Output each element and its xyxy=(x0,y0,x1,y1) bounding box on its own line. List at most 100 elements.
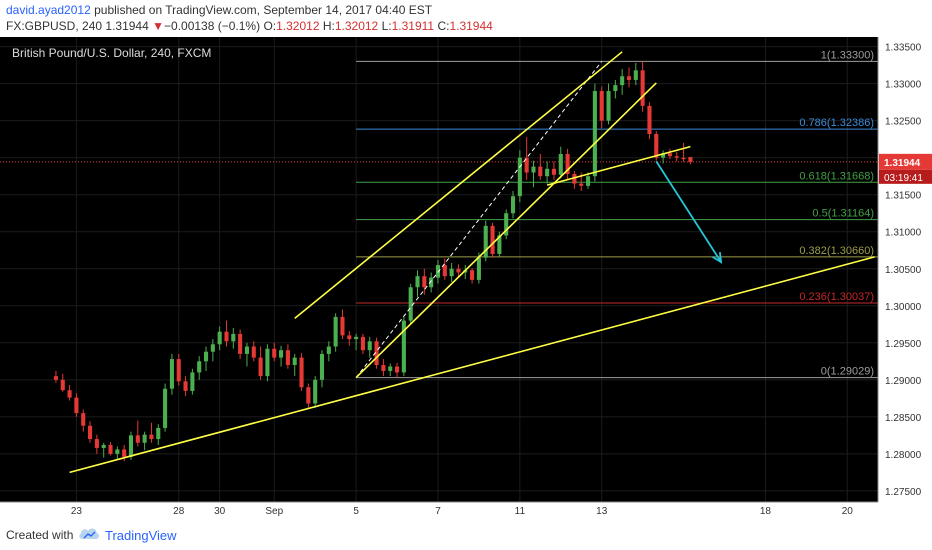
chart-header: david.ayad2012 published on TradingView.… xyxy=(0,0,932,36)
candle-down xyxy=(60,379,65,391)
x-tick-label: 5 xyxy=(353,506,359,517)
tradingview-link[interactable]: TradingView xyxy=(105,528,177,543)
candle-down xyxy=(224,331,229,342)
y-tick-label: 1.28000 xyxy=(885,450,922,461)
tradingview-cloud-icon xyxy=(78,526,100,543)
candle-down xyxy=(258,357,263,377)
countdown-badge-bg xyxy=(879,169,932,184)
candle-up xyxy=(265,348,270,377)
fib-label: 0.618(1.31668) xyxy=(799,170,874,182)
chart-area[interactable]: 1(1.33300) 0.786(1.32386) 0.618(1.31668) 0.… xyxy=(0,37,932,518)
candlestick-chart[interactable]: 1(1.33300) 0.786(1.32386) 0.618(1.31668) 0.… xyxy=(0,37,932,518)
projection-arrow-head-icon xyxy=(712,252,723,264)
candle-up xyxy=(483,225,488,258)
candle-down xyxy=(381,365,386,371)
candle-down xyxy=(94,439,99,448)
candle-up xyxy=(231,333,236,342)
candle-up xyxy=(142,434,147,443)
candle-down xyxy=(422,276,427,288)
candle-up xyxy=(163,388,168,428)
candle-down xyxy=(272,348,277,358)
footer: Created with TradingView xyxy=(0,518,932,550)
candle-down xyxy=(347,335,352,340)
candle-up xyxy=(545,168,550,177)
candle-down xyxy=(251,346,256,358)
ohlc-line: FX:GBPUSD, 240 1.31944 ▼−0.00138 (−0.1%)… xyxy=(6,19,493,33)
candle-down xyxy=(340,316,345,336)
candle-down xyxy=(470,270,475,280)
candle-up xyxy=(217,331,222,345)
x-tick-label: 28 xyxy=(173,506,185,517)
candle-down xyxy=(674,156,679,158)
candle-up xyxy=(210,344,215,352)
trendlines xyxy=(69,51,875,474)
candle-down xyxy=(67,390,72,398)
y-tick-label: 1.29500 xyxy=(885,339,922,350)
fib-label: 1(1.33300) xyxy=(821,49,874,61)
change-value: −0.00138 (−0.1%) xyxy=(164,19,261,33)
candle-up xyxy=(408,287,413,321)
candle-down xyxy=(74,397,79,414)
candle-down xyxy=(306,387,311,404)
candle-up xyxy=(203,351,209,362)
candle-down xyxy=(81,413,86,426)
candle-up xyxy=(435,265,441,278)
candle-up xyxy=(449,268,454,277)
candle-down xyxy=(647,105,652,134)
last-price-badge-bg xyxy=(879,153,932,170)
candle-down xyxy=(122,449,127,457)
candle-down xyxy=(374,341,379,366)
low-value: 1.31911 xyxy=(391,19,435,33)
candle-down xyxy=(572,173,577,184)
x-tick-label: 30 xyxy=(214,506,226,517)
last-price-badge: 1.31944 03:19:41 xyxy=(879,153,932,184)
candle-up xyxy=(388,366,393,371)
candle-up xyxy=(169,359,174,389)
candle-down xyxy=(442,265,447,277)
projection-arrow-shaft xyxy=(655,160,722,263)
fib-label: 0.786(1.32386) xyxy=(799,117,874,129)
close-label: C: xyxy=(437,19,450,33)
open-value: 1.32012 xyxy=(276,19,320,33)
candle-down xyxy=(688,156,693,163)
y-tick-label: 1.31500 xyxy=(885,191,922,202)
candle-up xyxy=(292,357,297,366)
y-tick-label: 1.33000 xyxy=(885,80,922,91)
fib-label: 0.5(1.31164) xyxy=(812,208,874,220)
low-label: L: xyxy=(381,19,392,33)
candle-up xyxy=(128,435,134,457)
last-price-badge-value: 1.31944 xyxy=(884,158,921,169)
candle-up xyxy=(517,157,522,197)
countdown-value: 03:19:41 xyxy=(884,173,923,184)
candle-up xyxy=(620,76,625,86)
candle-down xyxy=(579,183,584,186)
time-axis[interactable] xyxy=(0,502,878,518)
high-label: H: xyxy=(322,19,335,33)
y-tick-label: 1.30000 xyxy=(885,302,922,313)
y-tick-label: 1.30500 xyxy=(885,265,922,276)
fib-label: 0.382(1.30660) xyxy=(799,245,874,257)
x-tick-label: 18 xyxy=(760,506,772,517)
x-tick-label: 20 xyxy=(842,506,854,517)
price-axis[interactable] xyxy=(878,37,932,518)
candle-up xyxy=(531,166,536,173)
trendline xyxy=(294,51,623,319)
candle-up xyxy=(313,379,318,404)
candle-up xyxy=(661,153,666,158)
candle-up xyxy=(586,176,591,186)
candle-down xyxy=(599,91,604,121)
x-axis-labels: 23 28 30 Sep 5 7 11 13 18 20 xyxy=(71,506,853,517)
candle-up xyxy=(333,316,338,347)
candle-up xyxy=(633,70,638,80)
candle-down xyxy=(640,70,645,106)
published-text: published on TradingView.com, September … xyxy=(94,3,433,17)
candle-down xyxy=(681,157,686,160)
candle-down xyxy=(394,366,400,373)
open-label: O: xyxy=(263,19,277,33)
candle-down xyxy=(108,444,113,454)
author-link[interactable]: david.ayad2012 xyxy=(6,3,91,17)
trendline xyxy=(355,82,657,379)
candle-up xyxy=(115,449,120,454)
candle-down xyxy=(183,381,188,391)
y-tick-label: 1.32500 xyxy=(885,117,922,128)
